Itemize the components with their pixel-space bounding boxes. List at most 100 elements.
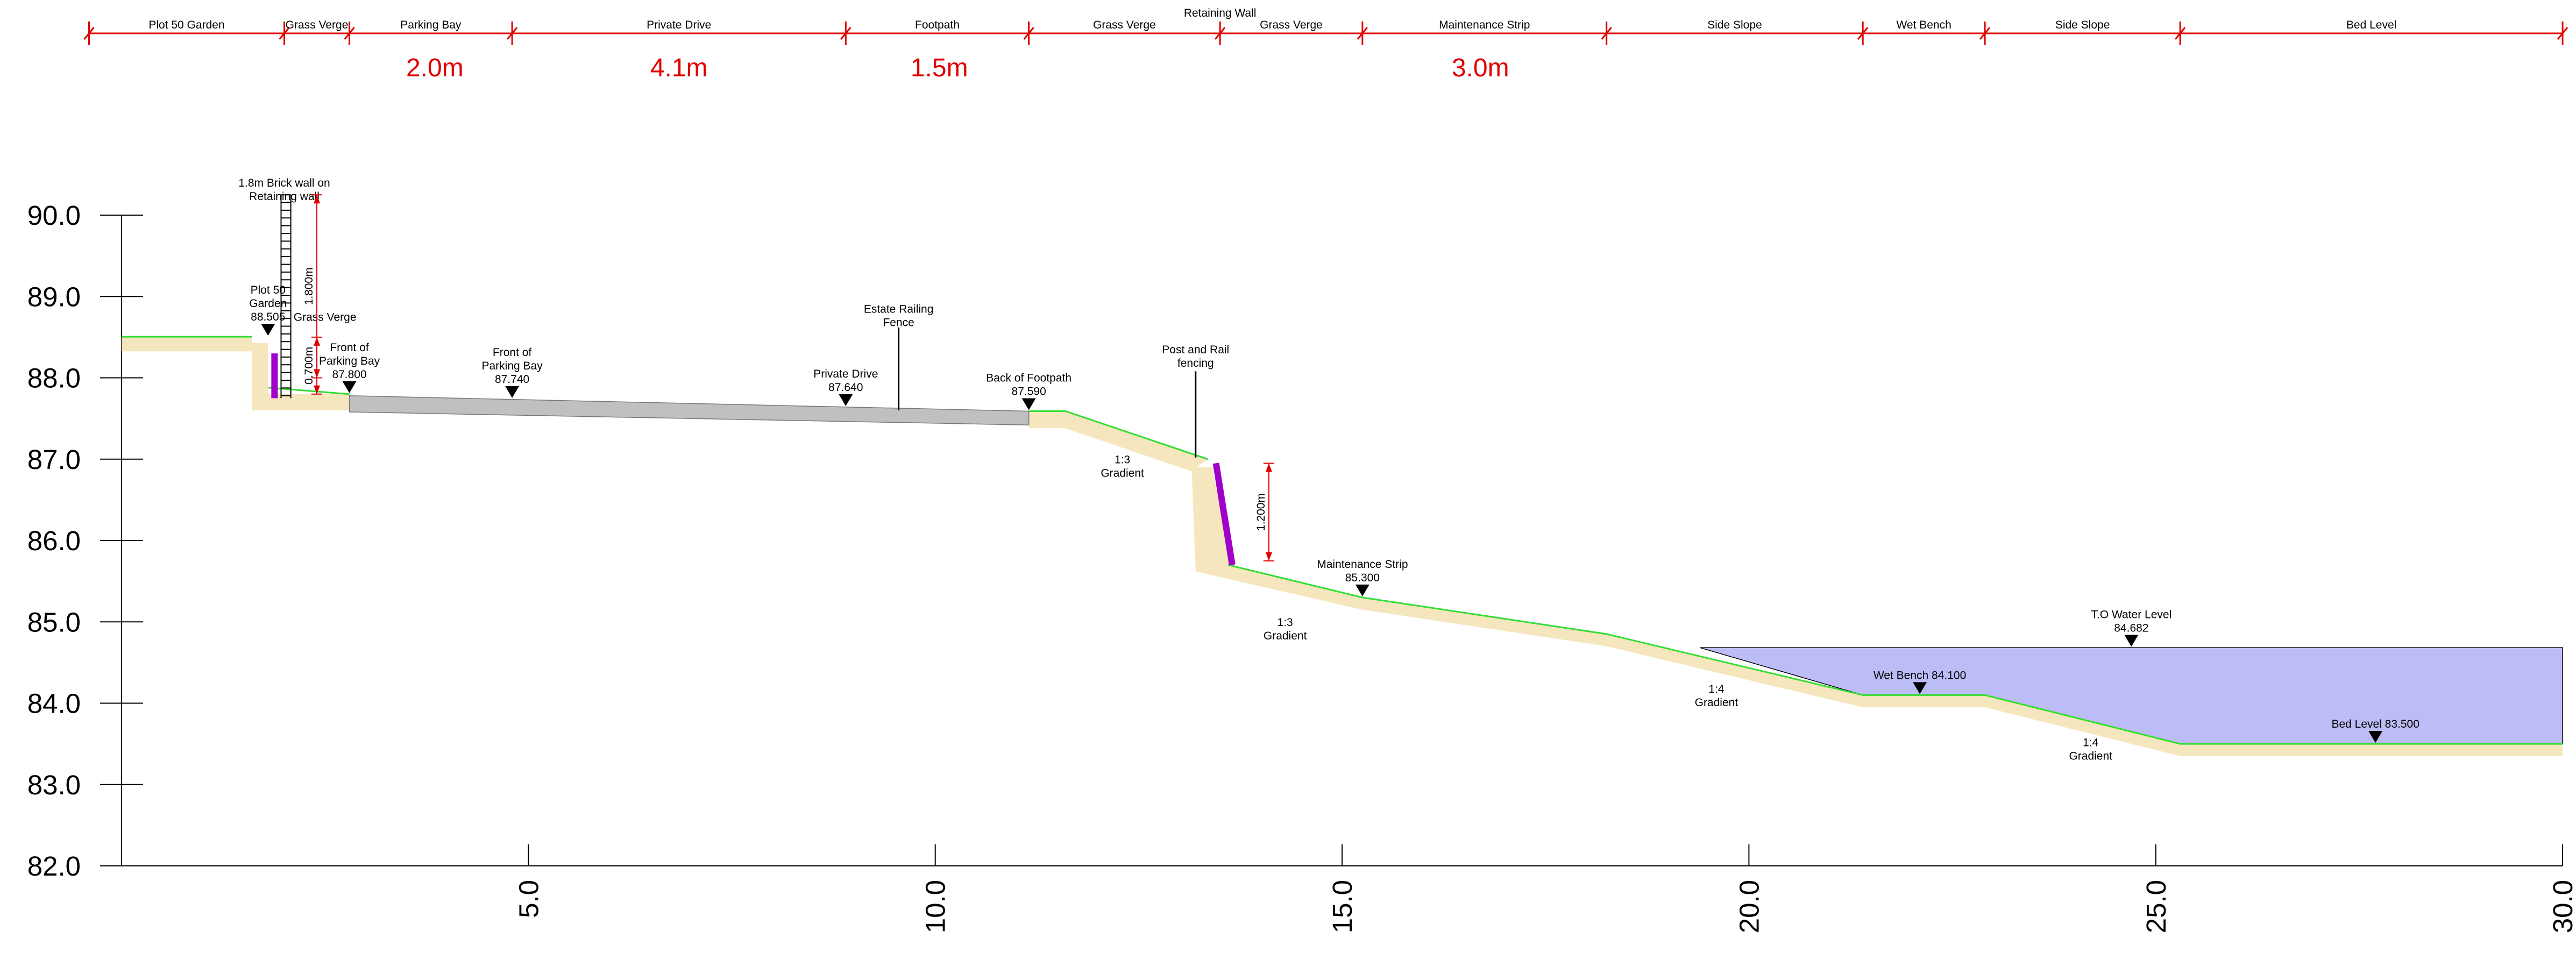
annotation-7-1: Gradient [2069,750,2112,763]
annotation-0-0: 1.8m Brick wall on [238,177,330,189]
soil-verge [252,343,350,410]
annotation-2-1: Fence [883,317,914,329]
vdim-label-0: 1.800m [303,267,315,305]
level-label-5-1: 85.300 [1345,572,1380,584]
zone-slash [1023,27,1034,40]
retaining-wall-2 [1212,463,1236,566]
level-label-0-1: Garden [249,297,287,310]
surface-line-verge [268,387,350,395]
level-label-4-1: 87.590 [1012,386,1046,398]
vdim-label-1: 0.700m [303,347,315,385]
zone-label-6: Grass Verge [1260,19,1323,31]
vdim-arrow-top-1 [314,337,321,346]
annotation-3-1: fencing [1177,357,1214,369]
y-tick-label-3: 87.0 [27,444,81,475]
y-tick-label-0: 90.0 [27,200,81,231]
level-label-8-0: Bed Level 83.500 [2331,718,2419,730]
zone-label-1: Grass Verge [286,19,349,31]
annotation-5-0: 1:3 [1278,616,1293,629]
width-label-1: 4.1m [650,54,708,82]
zone-slash [344,27,355,40]
zone-slash [2174,27,2186,40]
vdim-arrow-top-0 [314,195,321,204]
level-marker-8 [2368,731,2383,743]
soil-lower [1191,467,2563,756]
vdim-arrow-bottom-2 [1265,552,1272,561]
level-label-4-0: Back of Footpath [986,372,1071,385]
vertical-dimensions: 1.800m 0.700m 1.200m [303,194,1274,561]
level-marker-4 [1021,398,1036,410]
level-marker-2 [505,386,520,398]
level-label-5-0: Maintenance Strip [1317,558,1408,571]
zone-slash [279,27,290,40]
axes: 90.0 89.0 88.0 87.0 86.0 85.0 84.0 83.0 82.0 5.0 1… [27,200,2576,933]
zone-label-5: Grass Verge [1093,19,1156,31]
annotation-1-0: Grass Verge [294,311,357,324]
level-label-1-1: Parking Bay [319,355,380,367]
vdim-arrow-top-2 [1265,463,1272,472]
x-tick-label-2: 15.0 [1327,880,1358,933]
y-tick-label-8: 82.0 [27,851,81,881]
zone-label-9: Wet Bench [1896,19,1951,31]
level-marker-6 [1913,682,1927,694]
zone-slash [1979,27,1991,40]
level-label-7-1: 84.682 [2114,622,2148,634]
zone-slash [506,27,518,40]
level-label-3-0: Private Drive [813,368,878,380]
level-label-3-1: 87.640 [828,381,863,394]
zone-slash [83,27,95,40]
x-tick-label-4: 25.0 [2141,880,2171,933]
y-tick-label-7: 83.0 [27,770,81,800]
soil-plot-garden [122,337,252,352]
width-label-3: 3.0m [1452,54,1509,82]
annotation-5-1: Gradient [1264,630,1307,642]
level-marker-3 [839,394,853,406]
surface-line-lower [1227,564,2563,745]
vdim-label-2: 1.200m [1255,493,1267,531]
level-marker-5 [1355,584,1369,596]
annotation-3-0: Post and Rail [1162,344,1229,356]
soil-slope-1 [1028,411,1208,472]
zone-width-labels: 2.0m 4.1m 1.5m 3.0m [406,54,1509,82]
zone-label-3: Private Drive [647,19,711,31]
level-label-1-2: 87.800 [332,368,366,381]
level-label-2-2: 87.740 [495,373,529,386]
level-label-2-0: Front of [493,346,532,359]
y-tick-label-6: 84.0 [27,688,81,719]
annotation-4-0: 1:3 [1115,453,1130,466]
y-tick-label-4: 86.0 [27,525,81,556]
level-label-6-0: Wet Bench 84.100 [1874,669,1966,681]
level-label-0-0: Plot 50 [251,284,286,296]
annotation-6-1: Gradient [1695,696,1738,709]
x-tick-label-0: 5.0 [513,880,544,918]
zone-label-4: Footpath [915,19,960,31]
zone-slash [1601,27,1612,40]
y-tick-label-1: 89.0 [27,281,81,312]
level-marker-0 [261,324,275,336]
x-tick-label-5: 30.0 [2547,880,2576,933]
private-drive-road [349,395,1030,425]
level-marker-7 [2124,635,2139,647]
zone-slash [1214,27,1226,40]
ground-profile [122,336,2563,756]
annotation-6-0: 1:4 [1708,683,1725,695]
width-label-2: 1.5m [911,54,968,82]
annotation-2-0: Estate Railing [864,303,934,316]
level-label-7-0: T.O Water Level [2091,608,2171,621]
zone-slash [2557,27,2568,40]
level-label-0-2: 88.505 [251,311,285,323]
zone-label-2: Parking Bay [400,19,462,31]
zone-label-7: Maintenance Strip [1439,19,1530,31]
zone-slash [840,27,851,40]
zone-bar: Plot 50 Garden Grass Verge Parking Bay Priv… [83,7,2568,45]
features [271,194,1236,566]
vdim-arrow-bottom-1 [314,385,321,394]
zone-slash [1357,27,1368,40]
y-tick-label-2: 88.0 [27,363,81,394]
surface-line-slope-1 [1028,410,1208,460]
zone-label-8: Side Slope [1707,19,1762,31]
x-tick-label-1: 10.0 [920,880,951,933]
annotation-4-1: Gradient [1101,467,1144,479]
